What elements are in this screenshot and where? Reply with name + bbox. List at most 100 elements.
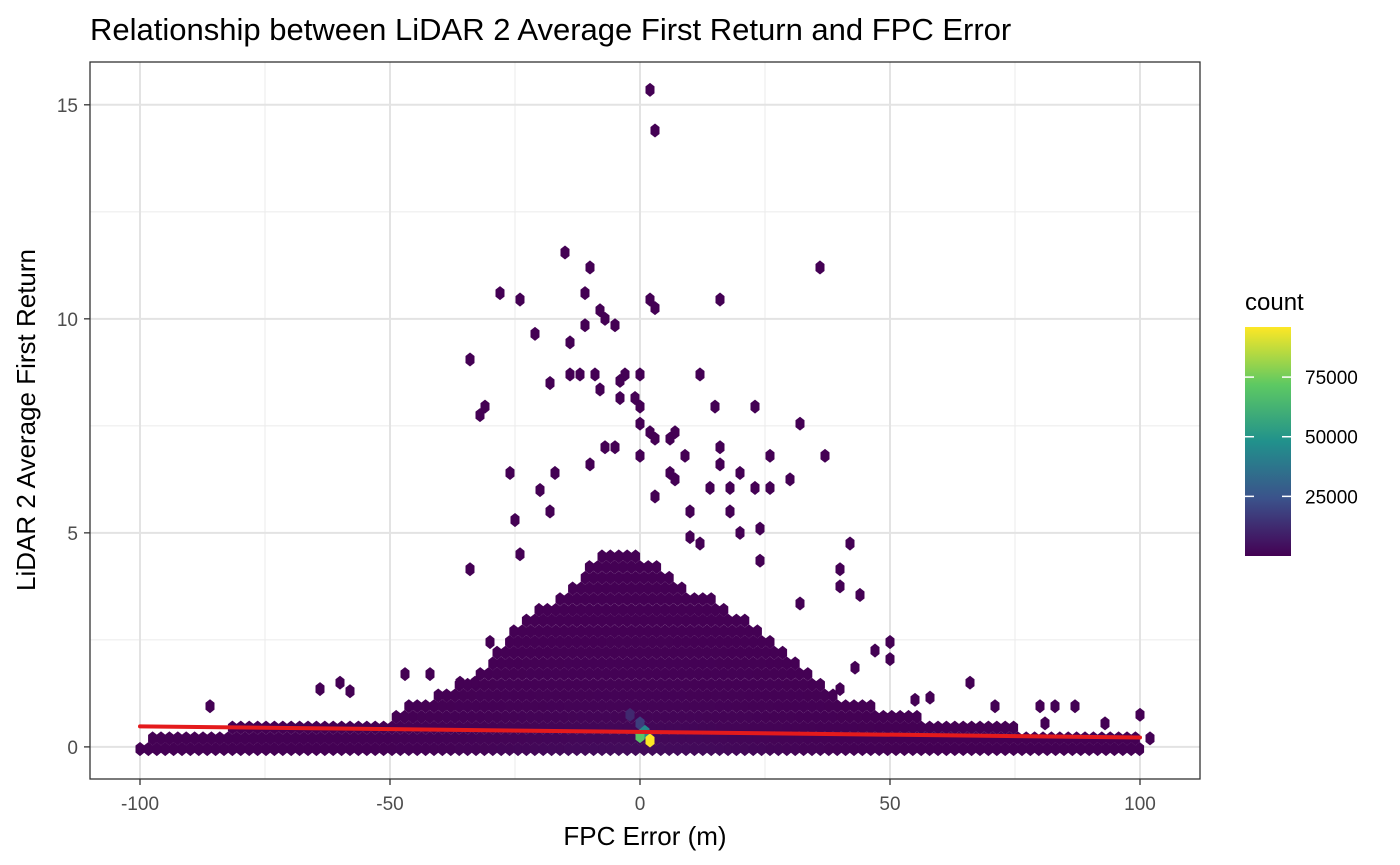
hexbin-cell: [664, 656, 674, 671]
hexbin-cell: [383, 731, 393, 746]
hexbin-point: [685, 504, 695, 519]
hexbin-cell: [593, 709, 603, 724]
hexbin-cell: [832, 699, 842, 714]
hexbin-cell: [610, 624, 620, 639]
hexbin-cell: [563, 699, 573, 714]
hexbin-cell: [652, 688, 662, 703]
hexbin-cell: [866, 742, 876, 757]
hexbin-cell: [475, 688, 485, 703]
hexbin-point: [470, 675, 480, 690]
hexbin-point: [910, 692, 920, 707]
hexbin-cell: [614, 592, 624, 607]
hexbin-cell: [660, 645, 670, 660]
hexbin-cell: [190, 731, 200, 746]
hexbin-cell: [752, 624, 762, 639]
hexbin-cell: [664, 613, 674, 628]
hexbin-cell: [366, 731, 376, 746]
hexbin-cell: [933, 742, 943, 757]
hexbin-cell: [521, 656, 531, 671]
hexbin-cell: [761, 688, 771, 703]
hexbin-cell: [416, 731, 426, 746]
hexbin-cell: [647, 613, 657, 628]
hexbin-cell: [337, 742, 347, 757]
hexbin-cell: [416, 709, 426, 724]
hexbin-cell: [265, 731, 275, 746]
hexbin-cell: [622, 613, 632, 628]
hexbin-cell: [1009, 720, 1019, 735]
hexbin-cell: [610, 667, 620, 682]
hexbin-point: [615, 373, 625, 388]
hexbin-cell: [534, 624, 544, 639]
hexbin-cell: [673, 613, 683, 628]
hexbin-cell: [551, 709, 561, 724]
hexbin-cell: [761, 645, 771, 660]
hexbin-cell: [681, 592, 691, 607]
hexbin-cell: [542, 709, 552, 724]
hexbin-cell: [643, 581, 653, 596]
hexbin-cell: [605, 613, 615, 628]
hexbin-cell: [400, 731, 410, 746]
hexbin-cell: [790, 677, 800, 692]
hexbin-cell: [580, 570, 590, 585]
hexbin-cell: [668, 624, 678, 639]
hexbin-cell: [349, 731, 359, 746]
hexbin-point: [820, 448, 830, 463]
hexbin-cell: [685, 602, 695, 617]
hexbin-cell: [1135, 742, 1145, 757]
hexbin-cell: [757, 677, 767, 692]
hexbin-cell: [526, 731, 536, 746]
hexbin-cell: [622, 592, 632, 607]
hexbin-cell: [950, 720, 960, 735]
hexbin-cell: [752, 688, 762, 703]
hexbin-cell: [572, 677, 582, 692]
hexbin-cell: [660, 709, 670, 724]
hexbin-point: [735, 525, 745, 540]
hexbin-cell: [601, 731, 611, 746]
hexbin-cell: [559, 645, 569, 660]
hexbin-point: [795, 416, 805, 431]
hexbin-cell: [899, 742, 909, 757]
hexbin-cell: [324, 731, 334, 746]
hexbin-cell: [702, 645, 712, 660]
hexbin-cell: [555, 613, 565, 628]
hexbin-cell: [563, 742, 573, 757]
hexbin-cell: [744, 667, 754, 682]
hexbin-cell: [421, 699, 431, 714]
hexbin-cell: [450, 731, 460, 746]
hexbin-cell: [652, 624, 662, 639]
hexbin-point: [545, 376, 555, 391]
hexbin-cell: [605, 677, 615, 692]
hexbin-cell: [975, 720, 985, 735]
hexbin-cell: [803, 709, 813, 724]
hexbin-cell: [668, 688, 678, 703]
hexbin-cell: [878, 709, 888, 724]
hexbin-cell: [534, 731, 544, 746]
hexbin-cell: [484, 731, 494, 746]
hexbin-cell: [1118, 742, 1128, 757]
hexbin-cell: [689, 742, 699, 757]
hexbin-cell: [303, 742, 313, 757]
hexbin-cell: [723, 677, 733, 692]
hexbin-cell: [563, 656, 573, 671]
hexbin-cell: [731, 635, 741, 650]
hexbin-point: [485, 635, 495, 650]
hexbin-cell: [517, 624, 527, 639]
x-axis-title: FPC Error (m): [563, 821, 726, 851]
hexbin-cell: [652, 709, 662, 724]
hexbin-cell: [517, 709, 527, 724]
hexbin-cell: [815, 742, 825, 757]
hexbin-cell: [719, 645, 729, 660]
hexbin-cell: [790, 742, 800, 757]
hexbin-cell: [610, 731, 620, 746]
hexbin-cell: [992, 742, 1002, 757]
hexbin-cell: [799, 742, 809, 757]
hexbin-cell: [660, 624, 670, 639]
hexbin-cell: [698, 742, 708, 757]
hexbin-cell: [240, 731, 250, 746]
hexbin-cell: [509, 731, 519, 746]
hexbin-cell: [542, 688, 552, 703]
hexbin-cell: [689, 656, 699, 671]
hexbin-cell: [794, 709, 804, 724]
hexbin-cell: [958, 720, 968, 735]
hexbin-cell: [883, 720, 893, 735]
